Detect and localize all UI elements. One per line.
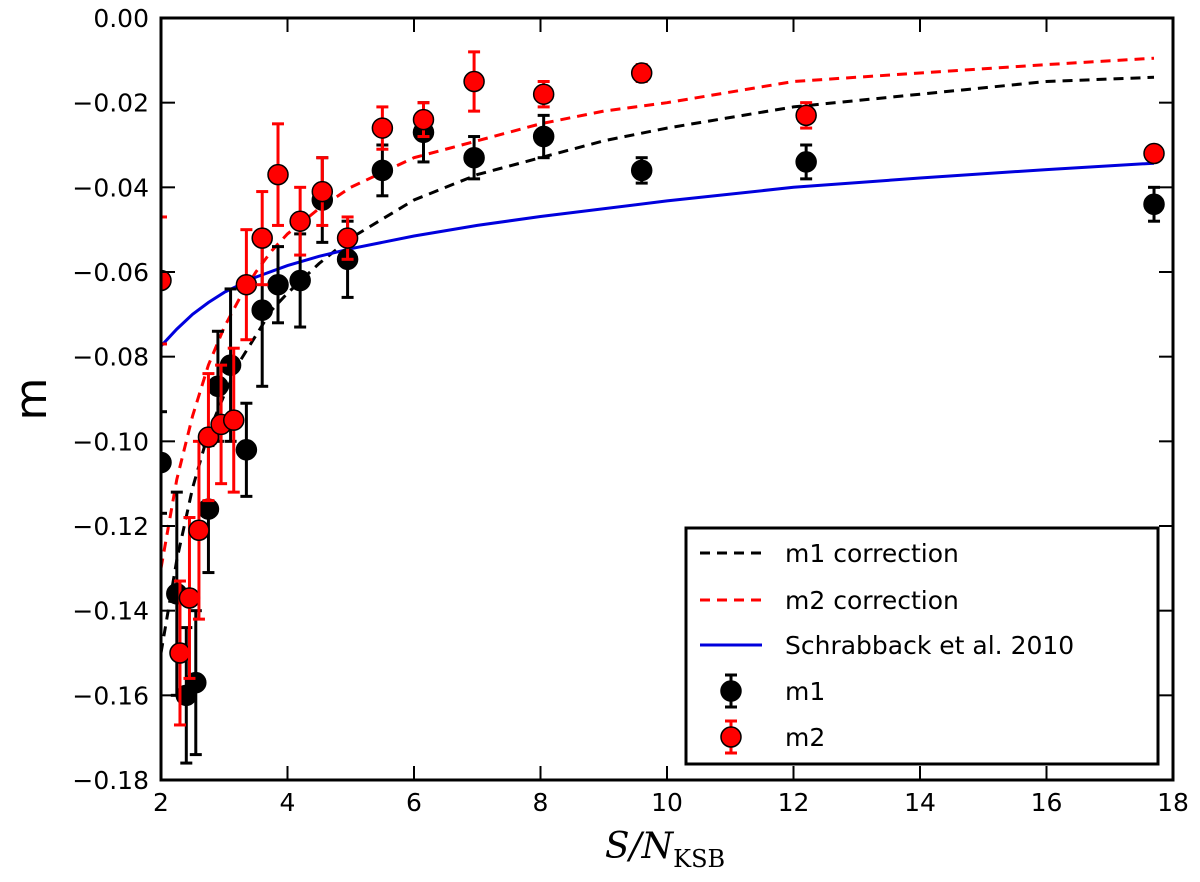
y-tick-label: −0.12 — [72, 512, 149, 541]
m2-marker — [1143, 142, 1165, 165]
m1-data-point — [630, 156, 653, 185]
m1-marker — [267, 273, 289, 296]
m2-marker — [311, 180, 334, 203]
m2-marker — [795, 104, 817, 127]
m2-marker — [463, 70, 485, 93]
legend-label-m2: m2 — [785, 723, 825, 752]
m1-data-point — [235, 401, 258, 498]
m1-marker — [289, 269, 311, 292]
y-tick-label: −0.18 — [72, 766, 149, 795]
m2-marker — [235, 273, 258, 296]
m1-data-point — [267, 245, 289, 325]
m2-marker — [188, 519, 210, 541]
curve-m2-correction — [161, 56, 1155, 569]
curve-m1-correction — [161, 75, 1155, 654]
m2-marker — [267, 163, 289, 186]
y-tick-label: 0.00 — [93, 4, 149, 33]
m2-data-point — [630, 62, 653, 84]
m2-data-point — [161, 215, 172, 346]
m1-marker — [630, 159, 653, 182]
y-tick-label: −0.04 — [72, 173, 149, 202]
m2-data-point — [188, 439, 210, 621]
m2-marker — [197, 426, 220, 448]
y-tick-label: −0.14 — [72, 597, 149, 626]
legend-label-m1: m1 — [785, 677, 825, 706]
m2-marker — [161, 269, 172, 292]
y-axis-label: m — [6, 378, 57, 421]
m1-marker — [207, 375, 229, 398]
x-axis: 2 4 6 8 10 12 14 16 18 — [153, 18, 1189, 817]
m2-data-point — [311, 156, 334, 227]
m2-data-point — [795, 101, 817, 130]
x-tick-label: 4 — [280, 788, 296, 817]
m2-marker — [251, 227, 273, 249]
m2-marker — [289, 210, 311, 232]
y-tick-label: −0.10 — [72, 427, 149, 456]
x-axis-label-main: S/N — [605, 826, 675, 867]
legend: m1 correction m2 correction Schrabback e… — [684, 526, 1160, 766]
m1-data-point — [532, 113, 555, 160]
m2-marker — [169, 642, 191, 664]
m2-data-point — [169, 579, 191, 727]
x-tick-label: 2 — [153, 788, 169, 817]
x-axis-label: S/NKSB — [605, 826, 725, 873]
y-tick-label: −0.08 — [72, 343, 149, 372]
legend-box — [684, 526, 1160, 766]
m1-data-point — [161, 410, 172, 515]
m2-marker — [412, 108, 435, 131]
m2-data-point — [463, 50, 485, 113]
m2-data-point — [267, 122, 289, 227]
x-tick-label: 10 — [651, 788, 683, 817]
m2-marker — [532, 83, 555, 105]
m1-marker — [161, 451, 172, 474]
legend-label-schrabback: Schrabback et al. 2010 — [785, 631, 1074, 660]
legend-swatch-m1 — [720, 673, 742, 709]
legend-swatch-m2 — [720, 719, 742, 755]
m2-marker — [371, 117, 394, 139]
m2-data-point — [197, 372, 220, 503]
m1-data-point — [371, 143, 394, 198]
m2-data-point — [412, 101, 435, 139]
m2-data-point — [178, 516, 201, 680]
y-tick-label: −0.16 — [72, 681, 149, 710]
x-tick-label: 8 — [533, 788, 549, 817]
m1-data-point — [463, 135, 485, 181]
m2-data-point — [1143, 142, 1165, 165]
x-tick-label: 14 — [904, 788, 936, 817]
m1-marker — [795, 151, 817, 173]
m1-marker — [235, 439, 258, 461]
m1-marker — [463, 146, 485, 169]
x-tick-label: 18 — [1157, 788, 1189, 817]
x-tick-label: 16 — [1031, 788, 1063, 817]
m2-marker — [630, 62, 653, 84]
m2-marker — [336, 227, 359, 249]
legend-label-m1-correction: m1 correction — [785, 539, 959, 568]
y-axis: 0.00 −0.02 −0.04 −0.06 −0.08 −0.10 −0.12 −0.14 −… — [72, 4, 1173, 795]
m1-marker — [371, 159, 394, 182]
m2-marker — [178, 587, 201, 609]
m1-marker — [532, 125, 555, 148]
m2-data-point — [222, 346, 245, 494]
x-tick-label: 6 — [406, 788, 422, 817]
plot-content — [161, 50, 1165, 765]
m2-data-point — [371, 105, 394, 151]
x-tick-label: 12 — [778, 788, 810, 817]
m2-data-point — [336, 215, 359, 261]
x-axis-label-subscript: KSB — [673, 845, 725, 873]
m1-data-point — [1143, 185, 1165, 223]
y-tick-label: −0.06 — [72, 258, 149, 287]
m1-marker — [251, 299, 273, 321]
m2-marker — [222, 409, 245, 431]
y-tick-label: −0.02 — [72, 89, 149, 118]
curve-schrabback-et-al-2010 — [161, 161, 1155, 348]
legend-label-m2-correction: m2 correction — [785, 586, 959, 615]
m1-data-point — [795, 143, 817, 181]
m1-marker — [1143, 193, 1165, 216]
m2-data-point — [532, 80, 555, 109]
m2-data-point — [251, 190, 273, 287]
m2-data-point — [235, 228, 258, 342]
m2-data-point — [289, 185, 311, 257]
